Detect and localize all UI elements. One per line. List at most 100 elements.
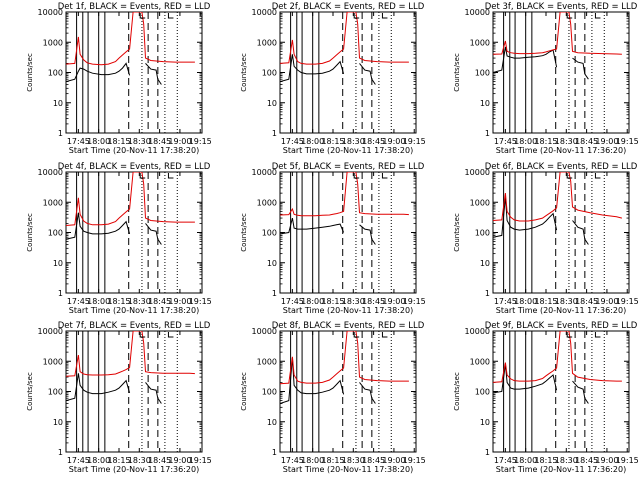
series-line-red	[280, 331, 409, 385]
y-tick-label: 10000	[252, 327, 277, 336]
x-tick-label: 17:45	[494, 297, 517, 306]
y-tick-label: 100	[262, 229, 277, 238]
series-line-red	[66, 12, 195, 66]
y-axis-label: Counts/sec	[453, 372, 461, 411]
x-tick-label: 17:45	[67, 456, 90, 465]
y-tick-label: 10	[53, 259, 63, 268]
y-tick-label: 100	[48, 388, 63, 397]
attenuator-marker	[139, 173, 146, 179]
y-tick-label: 10000	[38, 168, 63, 177]
y-tick-label: 1000	[43, 38, 63, 47]
panel-det-8: Det 8f, BLACK = Events, RED = LLD17:4518…	[240, 321, 426, 474]
y-tick-label: 10000	[252, 168, 277, 177]
y-tick-label: 1000	[470, 38, 490, 47]
x-tick-label: 17:45	[494, 456, 517, 465]
x-tick-label: 17:45	[281, 297, 304, 306]
x-tick-label: 18:45	[148, 137, 171, 146]
y-tick-label: 10	[53, 418, 63, 427]
x-tick-label: 18:30	[555, 297, 578, 306]
x-axis-label: Start Time (20-Nov-11 17:38:20)	[69, 306, 199, 315]
y-tick-label: 10	[267, 418, 277, 427]
x-tick-label: 18:30	[342, 137, 365, 146]
x-tick-label: 17:45	[494, 137, 517, 146]
y-tick-label: 1	[272, 448, 277, 457]
y-tick-label: 100	[475, 388, 490, 397]
chart-title: Det 5f, BLACK = Events, RED = LLD	[272, 162, 425, 172]
x-axis-label: Start Time (20-Nov-11 17:36:20)	[496, 465, 626, 474]
y-axis-label: Counts/sec	[26, 372, 34, 411]
series-line-red	[66, 331, 195, 377]
x-tick-label: 19:00	[595, 297, 618, 306]
y-tick-label: 1000	[470, 357, 490, 366]
y-tick-label: 1	[58, 448, 63, 457]
y-tick-label: 10000	[465, 327, 490, 336]
x-tick-label: 18:15	[107, 456, 130, 465]
y-tick-label: 10	[53, 99, 63, 108]
y-tick-label: 1000	[257, 357, 277, 366]
y-tick-label: 1	[272, 289, 277, 298]
attenuator-marker	[381, 13, 388, 19]
chart-title: Det 1f, BLACK = Events, RED = LLD	[58, 2, 211, 12]
panel-det-9: Det 9f, BLACK = Events, RED = LLD17:4518…	[453, 321, 639, 474]
chart-title: Det 2f, BLACK = Events, RED = LLD	[272, 2, 425, 12]
y-axis-label: Counts/sec	[26, 53, 34, 92]
series-line-black	[66, 373, 162, 404]
x-tick-label: 18:45	[362, 456, 385, 465]
x-axis-label: Start Time (20-Nov-11 17:38:20)	[283, 306, 413, 315]
y-tick-label: 10000	[38, 8, 63, 17]
x-tick-label: 18:15	[534, 137, 557, 146]
y-tick-label: 10	[267, 99, 277, 108]
y-tick-label: 10000	[252, 8, 277, 17]
chart-title: Det 7f, BLACK = Events, RED = LLD	[58, 321, 211, 331]
series-line-red	[493, 331, 622, 383]
attenuator-marker	[353, 332, 360, 338]
panel-det-7: Det 7f, BLACK = Events, RED = LLD 17:45 18…	[26, 321, 212, 474]
series-line-black	[280, 217, 376, 245]
attenuator-marker	[139, 332, 146, 338]
attenuator-marker	[594, 13, 601, 19]
y-axis-label: Counts/sec	[26, 213, 34, 252]
attenuator-marker	[353, 13, 360, 19]
y-tick-label: 1000	[257, 198, 277, 207]
x-tick-label: 19:00	[382, 456, 405, 465]
plot-frame	[279, 171, 417, 294]
x-tick-label: 18:30	[128, 137, 151, 146]
plot-frame	[65, 11, 203, 134]
x-tick-label: 18:00	[514, 456, 537, 465]
y-tick-label: 100	[48, 69, 63, 78]
x-tick-label: 18:45	[575, 137, 598, 146]
attenuator-marker	[381, 332, 388, 338]
series-line-red	[280, 172, 409, 217]
x-tick-label: 19:15	[189, 137, 212, 146]
series-line-black	[493, 364, 589, 404]
y-tick-label: 1	[485, 289, 490, 298]
series-line-red	[280, 12, 409, 65]
x-tick-label: 18:45	[575, 456, 598, 465]
panel-det-2: Det 2f, BLACK = Events, RED = LLD17:4518…	[240, 2, 426, 155]
panel-det-1: Det 1f, BLACK = Events, RED = LLD17:4518…	[26, 2, 212, 155]
attenuator-marker	[167, 173, 174, 179]
panel-det-5: Det 5f, BLACK = Events, RED = LLD 17:45 18…	[240, 162, 426, 315]
y-tick-label: 100	[475, 69, 490, 78]
y-tick-label: 10	[480, 99, 490, 108]
x-tick-label: 19:00	[168, 137, 191, 146]
y-axis-label: Counts/sec	[453, 213, 461, 252]
x-tick-label: 17:45	[281, 456, 304, 465]
y-tick-label: 10	[480, 418, 490, 427]
panel-det-6: Det 6f, BLACK = Events, RED = LLD17:4518…	[453, 162, 639, 315]
attenuator-marker	[353, 173, 360, 179]
y-tick-label: 10000	[465, 168, 490, 177]
x-tick-label: 18:30	[128, 456, 151, 465]
chart-title: Det 9f, BLACK = Events, RED = LLD	[485, 321, 638, 331]
x-tick-label: 18:45	[148, 456, 171, 465]
series-line-black	[66, 62, 162, 85]
x-tick-label: 18:15	[321, 137, 344, 146]
attenuator-marker	[594, 332, 601, 338]
y-tick-label: 1000	[257, 38, 277, 47]
x-tick-label: 18:30	[128, 297, 151, 306]
x-tick-label: 19:00	[382, 137, 405, 146]
x-tick-label: 18:15	[321, 297, 344, 306]
y-tick-label: 1	[272, 129, 277, 138]
x-tick-label: 18:00	[514, 297, 537, 306]
x-tick-label: 18:30	[342, 297, 365, 306]
